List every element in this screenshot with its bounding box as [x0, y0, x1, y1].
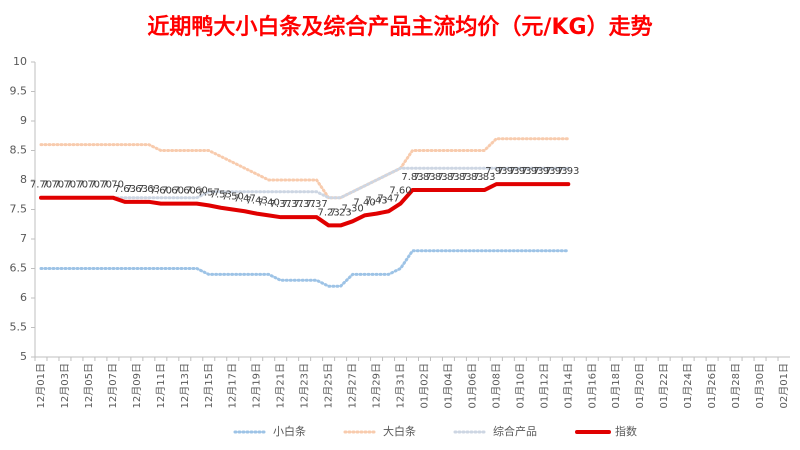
data-label: 7.83: [437, 172, 459, 183]
index-line: [38, 182, 571, 228]
data-label: 7.83: [401, 172, 423, 183]
data-label: 7.37: [270, 199, 292, 210]
x-tick-label: 12月23日: [299, 363, 311, 408]
data-label: 7.47: [234, 193, 256, 204]
y-tick-label: 10: [13, 55, 27, 68]
y-tick-label: 9.5: [10, 85, 28, 98]
x-tick-label: 01月24日: [682, 363, 694, 408]
data-label: 7.63: [126, 184, 148, 195]
x-tick-label: 12月11日: [155, 363, 167, 408]
data-label: 7.60: [150, 186, 172, 197]
x-tick-label: 01月08日: [490, 363, 502, 408]
data-label: 7.70: [90, 180, 112, 191]
x-tick-label: 01月06日: [466, 363, 478, 408]
x-tick-label: 12月25日: [323, 363, 335, 408]
data-label: 7.37: [282, 199, 304, 210]
x-tick-label: 01月20日: [634, 363, 646, 408]
data-label: 7.70: [66, 180, 88, 191]
x-tick-label: 01月02日: [418, 363, 430, 408]
x-tick-label: 12月27日: [347, 363, 359, 408]
x-tick-label: 02月01日: [778, 363, 790, 408]
data-label: 7.93: [557, 166, 579, 177]
x-tick-label: 01月04日: [442, 363, 454, 408]
data-label: 7.50: [222, 192, 244, 203]
data-label: 7.30: [341, 203, 363, 214]
data-label: 7.83: [449, 172, 471, 183]
x-tick-label: 12月15日: [203, 363, 215, 408]
y-tick-label: 7: [20, 232, 27, 245]
x-tick-label: 12月13日: [179, 363, 191, 408]
y-tick-label: 7.5: [10, 203, 28, 216]
x-tick-label: 01月18日: [610, 363, 622, 408]
data-label: 7.60: [389, 186, 411, 197]
x-tick-label: 01月22日: [658, 363, 670, 408]
data-label: 7.70: [30, 180, 52, 191]
data-label: 7.60: [174, 186, 196, 197]
x-tick-label: 01月14日: [562, 363, 574, 408]
legend-label: 小白条: [273, 424, 306, 438]
data-label: 7.23: [329, 207, 351, 218]
series-line: [39, 249, 570, 288]
data-label: 7.70: [42, 180, 64, 191]
data-label: 7.70: [78, 180, 100, 191]
data-label: 7.47: [377, 193, 399, 204]
y-tick-label: 5.5: [10, 321, 28, 334]
x-tick-label: 12月21日: [275, 363, 287, 408]
y-tick-label: 8: [20, 173, 27, 186]
x-tick-label: 12月05日: [83, 363, 95, 408]
y-tick-label: 8.5: [10, 144, 28, 157]
data-label: 7.70: [54, 180, 76, 191]
x-tick-label: 12月29日: [371, 363, 383, 408]
x-tick-label: 12月09日: [131, 363, 143, 408]
x-tick-label: 12月01日: [35, 363, 47, 408]
data-label: 7.53: [210, 190, 232, 201]
x-tick-label: 12月03日: [59, 363, 71, 408]
data-label: 7.37: [294, 199, 316, 210]
y-tick-label: 6: [20, 291, 27, 304]
x-tick-label: 01月30日: [754, 363, 766, 408]
data-label: 7.83: [425, 172, 447, 183]
y-tick-label: 9: [20, 114, 27, 127]
series-line: [39, 166, 570, 200]
data-label: 7.57: [198, 187, 220, 198]
data-label: 7.93: [533, 166, 555, 177]
data-label: 7.93: [509, 166, 531, 177]
legend-label: 指数: [615, 424, 637, 438]
data-label: 7.70: [102, 180, 124, 191]
data-label: 7.93: [485, 166, 507, 177]
chart-title: 近期鸭大小白条及综合产品主流均价（元/KG）走势: [147, 14, 652, 40]
data-label: 7.83: [461, 172, 483, 183]
data-label: 7.93: [545, 166, 567, 177]
data-label: 7.63: [138, 184, 160, 195]
data-label: 7.37: [305, 199, 327, 210]
x-tick-label: 01月12日: [538, 363, 550, 408]
x-tick-label: 12月07日: [107, 363, 119, 408]
x-tick-label: 12月31日: [395, 363, 407, 408]
series-line: [39, 137, 570, 200]
legend-label: 综合产品: [493, 424, 537, 438]
data-label: 7.93: [521, 166, 543, 177]
y-tick-label: 6.5: [10, 262, 28, 275]
x-tick-label: 01月26日: [706, 363, 718, 408]
data-label: 7.23: [317, 207, 339, 218]
x-tick-label: 01月10日: [514, 363, 526, 408]
data-label: 7.83: [473, 172, 495, 183]
data-label: 7.43: [246, 196, 268, 207]
data-label: 7.60: [186, 186, 208, 197]
data-label: 7.43: [365, 196, 387, 207]
legend-label: 大白条: [383, 424, 416, 438]
data-label: 7.83: [413, 172, 435, 183]
data-label: 7.60: [162, 186, 184, 197]
x-tick-label: 01月16日: [586, 363, 598, 408]
x-tick-label: 01月28日: [730, 363, 742, 408]
data-label: 7.63: [114, 184, 136, 195]
x-tick-label: 12月17日: [227, 363, 239, 408]
data-label: 7.40: [353, 197, 375, 208]
data-label: 7.40: [258, 197, 280, 208]
data-label: 7.93: [497, 166, 519, 177]
y-tick-label: 5: [20, 350, 27, 363]
x-tick-label: 12月19日: [251, 363, 263, 408]
